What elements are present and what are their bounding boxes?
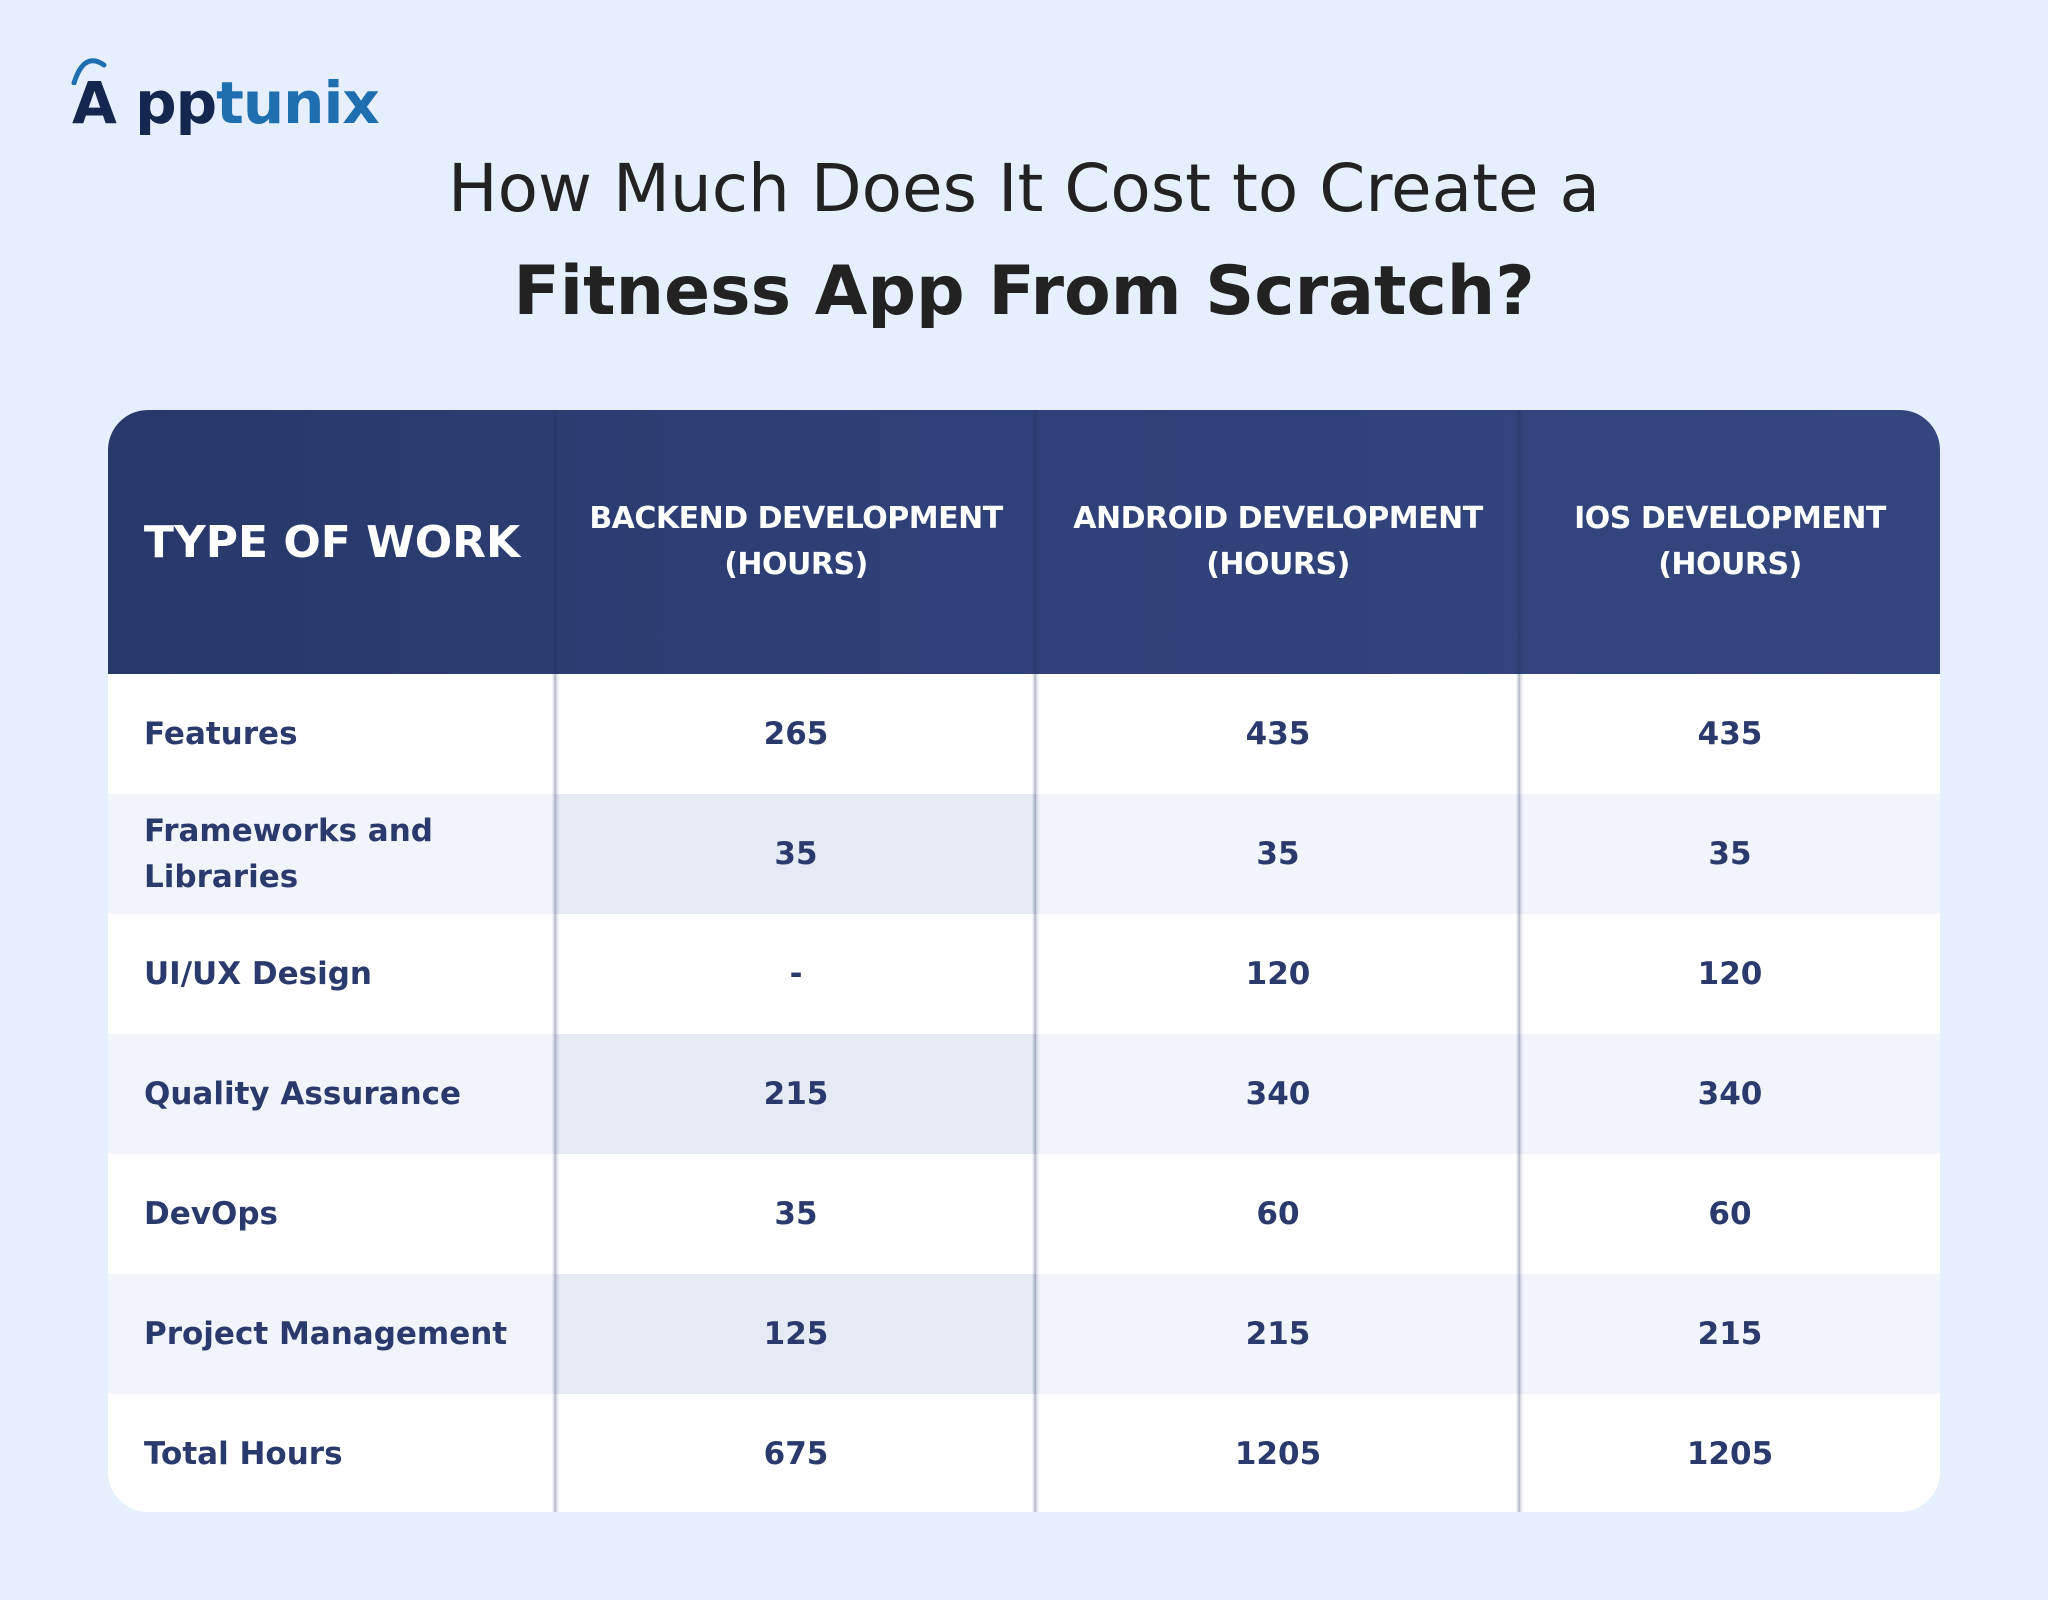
header-type-of-work: TYPE OF WORK bbox=[143, 516, 521, 568]
header-android: ANDROID DEVELOPMENT (HOURS) bbox=[1073, 501, 1483, 582]
logo-wordmark: A pptunix bbox=[71, 58, 380, 132]
logo-letter-a: A bbox=[71, 58, 135, 137]
android-hours-cell: 215 bbox=[1245, 1316, 1311, 1352]
ios-hours-cell: 60 bbox=[1708, 1196, 1752, 1232]
row-label: Frameworks and Libraries bbox=[144, 813, 433, 895]
row-label: Project Management bbox=[144, 1316, 508, 1352]
row-label: Quality Assurance bbox=[144, 1076, 462, 1112]
ios-hours-cell: 1205 bbox=[1686, 1436, 1774, 1472]
ios-hours-cell: 35 bbox=[1708, 836, 1752, 872]
backend-column-shade bbox=[556, 1274, 1036, 1394]
table-row: UI/UX Design - 120 120 bbox=[108, 914, 1940, 1034]
row-label: Features bbox=[144, 716, 298, 752]
android-hours-cell: 1205 bbox=[1234, 1436, 1322, 1472]
android-hours-cell: 60 bbox=[1256, 1196, 1300, 1232]
ios-hours-cell: 215 bbox=[1697, 1316, 1763, 1352]
row-label: UI/UX Design bbox=[144, 956, 372, 992]
table-row: Project Management 125 215 215 bbox=[108, 1274, 1940, 1394]
backend-hours-cell: 265 bbox=[763, 716, 829, 752]
backend-hours-cell: - bbox=[789, 956, 803, 992]
ios-hours-cell: 120 bbox=[1697, 956, 1763, 992]
logo-swoosh-icon bbox=[71, 58, 107, 85]
column-divider bbox=[1516, 410, 1524, 1512]
header-backend: BACKEND DEVELOPMENT (HOURS) bbox=[589, 501, 1003, 582]
backend-hours-cell: 125 bbox=[763, 1316, 829, 1352]
page-title-line1: How Much Does It Cost to Create a bbox=[447, 150, 1600, 227]
ios-hours-cell: 340 bbox=[1697, 1076, 1763, 1112]
table-row: DevOps 35 60 60 bbox=[108, 1154, 1940, 1274]
header-ios: IOS DEVELOPMENT (HOURS) bbox=[1574, 501, 1886, 582]
cost-table: TYPE OF WORK BACKEND DEVELOPMENT (HOURS)… bbox=[108, 410, 1940, 1512]
table-row: Quality Assurance 215 340 340 bbox=[108, 1034, 1940, 1154]
backend-hours-cell: 215 bbox=[763, 1076, 829, 1112]
logo-a-text: A bbox=[72, 69, 117, 137]
backend-hours-cell: 35 bbox=[774, 1196, 818, 1232]
android-hours-cell: 340 bbox=[1245, 1076, 1311, 1112]
table-header: TYPE OF WORK BACKEND DEVELOPMENT (HOURS)… bbox=[108, 410, 1940, 674]
table-row: Frameworks and Libraries 35 35 35 bbox=[108, 794, 1940, 914]
page-title-line2: Fitness App From Scratch? bbox=[513, 252, 1535, 331]
android-hours-cell: 120 bbox=[1245, 956, 1311, 992]
table-row: Features 265 435 435 bbox=[108, 674, 1940, 794]
logo-pp-text: pp bbox=[135, 69, 217, 137]
apptunix-logo: A pptunix bbox=[71, 42, 380, 132]
android-hours-cell: 35 bbox=[1256, 836, 1300, 872]
backend-hours-cell: 675 bbox=[763, 1436, 829, 1472]
backend-hours-cell: 35 bbox=[774, 836, 818, 872]
table-row: Total Hours 675 1205 1205 bbox=[108, 1394, 1940, 1512]
column-divider bbox=[1032, 410, 1040, 1512]
row-label: DevOps bbox=[144, 1196, 278, 1232]
row-label: Total Hours bbox=[144, 1436, 343, 1472]
ios-hours-cell: 435 bbox=[1697, 716, 1763, 752]
android-hours-cell: 435 bbox=[1245, 716, 1311, 752]
backend-column-shade bbox=[556, 1034, 1036, 1154]
logo-tunix-text: tunix bbox=[216, 69, 380, 137]
column-divider bbox=[552, 410, 560, 1512]
backend-column-shade bbox=[556, 794, 1036, 914]
